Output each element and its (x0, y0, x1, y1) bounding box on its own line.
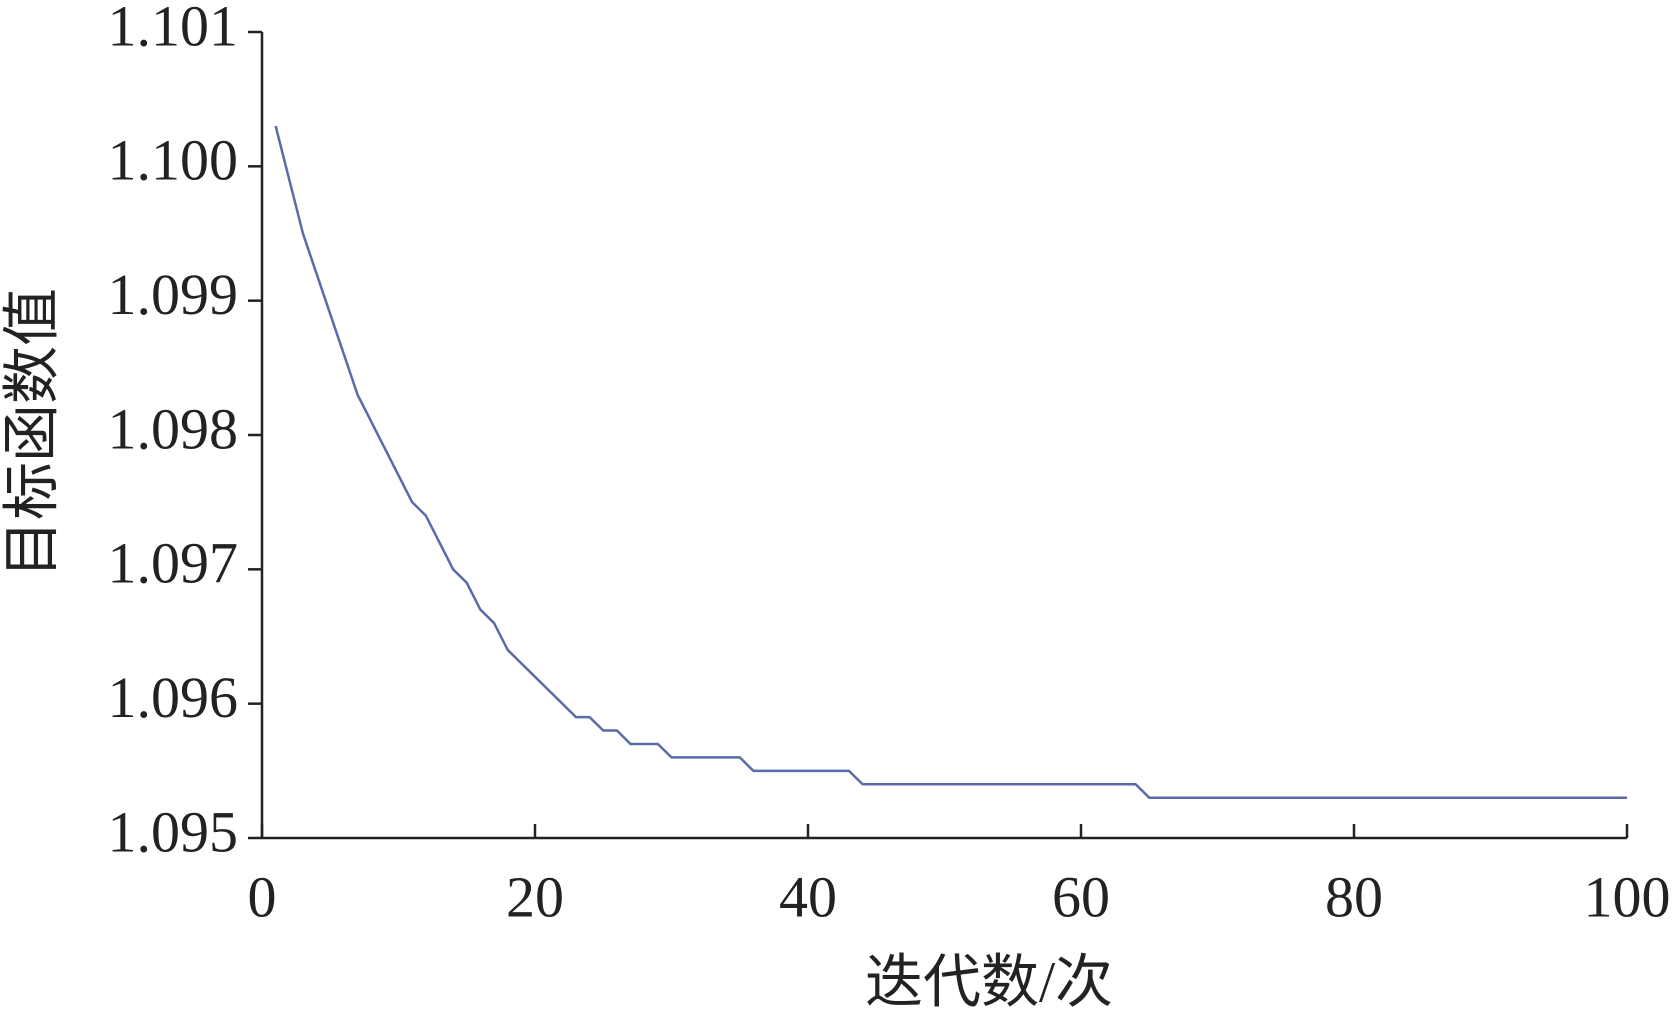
y-tick-label: 1.095 (108, 799, 239, 864)
x-tick-label: 20 (506, 864, 564, 929)
y-tick-label: 1.099 (108, 262, 239, 327)
x-tick-label: 80 (1325, 864, 1383, 929)
y-tick-label: 1.098 (108, 396, 239, 461)
x-tick-label: 60 (1052, 864, 1110, 929)
x-tick-label: 100 (1584, 864, 1671, 929)
y-tick-label: 1.096 (108, 665, 239, 730)
x-tick-label: 0 (248, 864, 277, 929)
y-tick-label: 1.101 (108, 0, 239, 58)
x-tick-label: 40 (779, 864, 837, 929)
data-line (274, 125, 1627, 799)
y-tick-label: 1.097 (108, 531, 239, 596)
y-tick-label: 1.100 (108, 128, 239, 193)
y-axis-label: 目标函数值 (0, 288, 64, 578)
x-axis-label: 迭代数/次 (865, 949, 1113, 1014)
